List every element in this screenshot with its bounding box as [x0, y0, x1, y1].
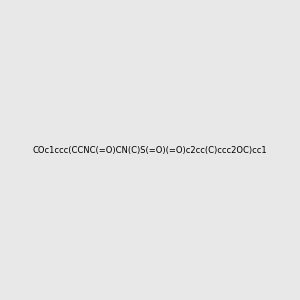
- Text: COc1ccc(CCNC(=O)CN(C)S(=O)(=O)c2cc(C)ccc2OC)cc1: COc1ccc(CCNC(=O)CN(C)S(=O)(=O)c2cc(C)ccc…: [33, 146, 267, 154]
